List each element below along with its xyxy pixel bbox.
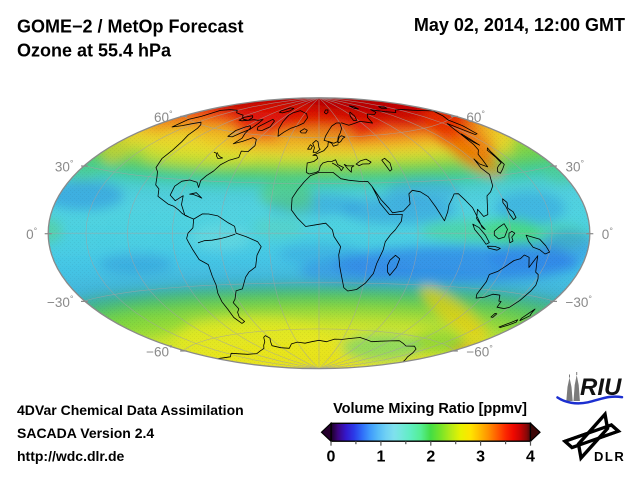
svg-text:4: 4 <box>526 449 535 466</box>
svg-text:1: 1 <box>376 449 385 466</box>
svg-text:60°: 60° <box>466 109 485 125</box>
svg-text:Ozone at 55.4 hPa: Ozone at 55.4 hPa <box>17 41 172 61</box>
svg-text:0°: 0° <box>26 226 38 242</box>
svg-text:−60°: −60° <box>146 344 173 360</box>
svg-text:Volume Mixing Ratio [ppmv]: Volume Mixing Ratio [ppmv] <box>333 401 527 417</box>
svg-text:SACADA Version 2.4: SACADA Version 2.4 <box>17 425 154 441</box>
svg-text:−60°: −60° <box>466 344 493 360</box>
svg-text:2: 2 <box>426 449 435 466</box>
svg-text:3: 3 <box>476 449 485 466</box>
svg-text:30°: 30° <box>566 159 585 175</box>
svg-text:0: 0 <box>327 449 336 466</box>
svg-text:−30°: −30° <box>566 294 593 310</box>
svg-text:http://wdc.dlr.de: http://wdc.dlr.de <box>17 448 125 464</box>
svg-text:4DVar Chemical Data Assimilati: 4DVar Chemical Data Assimilation <box>17 402 244 418</box>
svg-text:60°: 60° <box>154 109 173 125</box>
svg-text:DLR: DLR <box>594 449 625 464</box>
svg-text:−30°: −30° <box>47 294 74 310</box>
svg-text:30°: 30° <box>55 159 74 175</box>
svg-text:May 02, 2014, 12:00 GMT: May 02, 2014, 12:00 GMT <box>414 15 625 35</box>
svg-text:GOME−2 / MetOp Forecast: GOME−2 / MetOp Forecast <box>17 17 244 37</box>
svg-text:0°: 0° <box>602 226 614 242</box>
